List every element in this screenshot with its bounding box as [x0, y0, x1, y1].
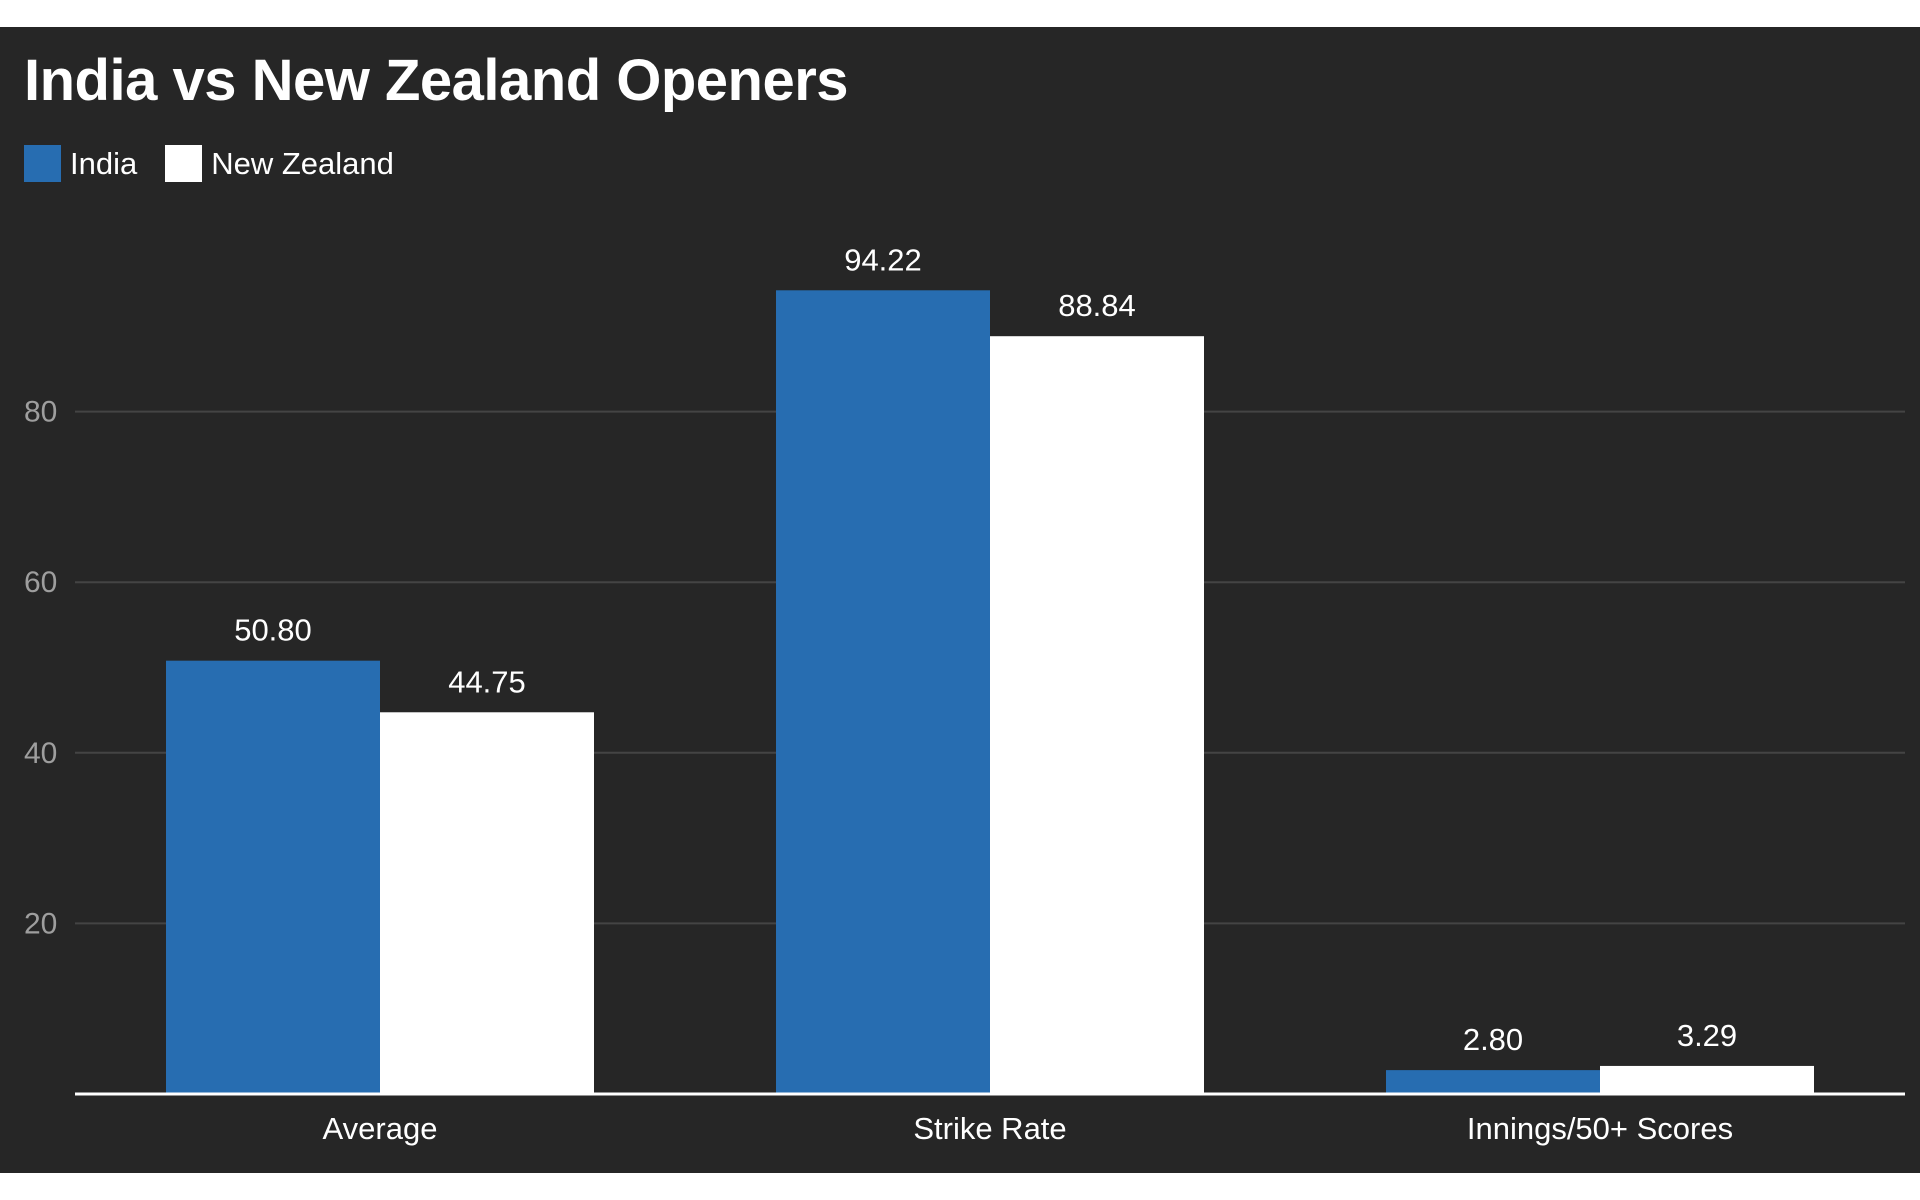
legend-label-india: India	[70, 145, 138, 181]
data-label-new-zealand-2: 3.29	[1677, 1018, 1737, 1053]
data-label-india-1: 94.22	[844, 242, 922, 277]
data-label-new-zealand-1: 88.84	[1058, 288, 1136, 323]
y-tick-label-20: 20	[24, 907, 57, 940]
x-tick-label-0: Average	[323, 1111, 438, 1146]
x-tick-label-1: Strike Rate	[913, 1111, 1066, 1146]
bar-new-zealand-2	[1600, 1065, 1814, 1094]
y-tick-label-40: 40	[24, 737, 57, 770]
chart-card: India vs New Zealand Openers India New Z…	[0, 27, 1920, 1173]
legend-swatch-new-zealand	[165, 145, 203, 182]
y-tick-label-80: 80	[24, 396, 57, 429]
y-tick-label-60: 60	[24, 566, 57, 599]
x-axis-labels: Average Strike Rate Innings/50+ Scores	[323, 1111, 1734, 1146]
bar-india-2	[1386, 1070, 1600, 1094]
legend-swatch-india	[24, 145, 61, 182]
legend-item-new-zealand: New Zealand	[165, 145, 394, 182]
bar-india-0	[166, 660, 380, 1094]
bar-new-zealand-0	[380, 712, 594, 1094]
chart-title: India vs New Zealand Openers	[24, 48, 849, 113]
bar-new-zealand-1	[990, 336, 1204, 1094]
data-label-new-zealand-0: 44.75	[448, 664, 526, 699]
legend-item-india: India	[24, 145, 137, 182]
bar-india-1	[776, 290, 990, 1094]
bar-chart: 20 40 60 80 50.80 44.75 94.22 88.84 2.80 3.29 Av…	[24, 242, 1905, 1146]
data-label-india-2: 2.80	[1463, 1022, 1523, 1057]
data-labels: 50.80 44.75 94.22 88.84 2.80 3.29	[234, 242, 1737, 1057]
data-label-india-0: 50.80	[234, 613, 312, 648]
bars	[166, 290, 1814, 1094]
legend: India New Zealand	[24, 145, 422, 182]
x-tick-label-2: Innings/50+ Scores	[1467, 1111, 1733, 1146]
y-axis-ticks: 20 40 60 80	[24, 396, 57, 941]
legend-label-new-zealand: New Zealand	[211, 145, 394, 181]
